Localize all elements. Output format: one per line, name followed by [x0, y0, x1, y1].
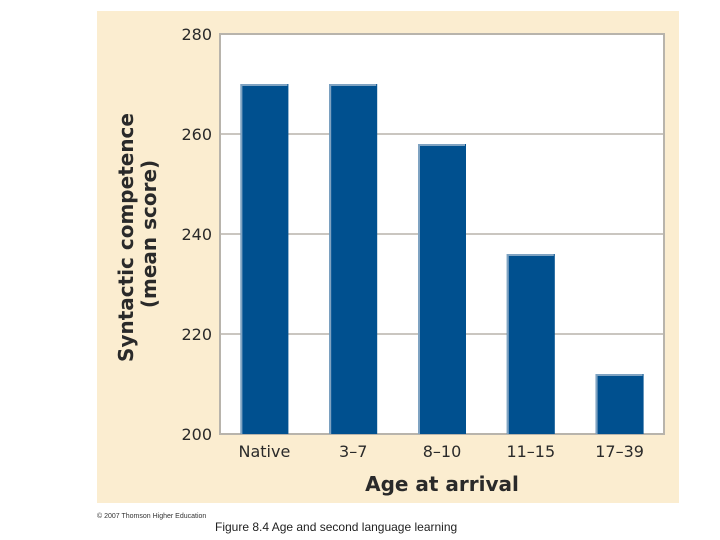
bar-rect: [418, 144, 466, 434]
bar-highlight: [506, 254, 554, 434]
bar-rect: [506, 254, 555, 434]
bars: [240, 84, 644, 434]
chart-panel: 200 220 240 260 280 Native 3–7 8–10 11–15 17–39 …: [97, 11, 679, 503]
y-tick-labels: 200 220 240 260 280: [181, 25, 212, 444]
bar-highlight: [418, 144, 465, 434]
y-tick-label: 240: [181, 225, 212, 244]
bar-rect: [240, 84, 289, 434]
x-tick-label: 17–39: [595, 442, 644, 461]
y-tick-label: 280: [181, 25, 212, 44]
y-axis-title-line-2: (mean score): [137, 160, 161, 308]
y-tick-label: 200: [181, 425, 212, 444]
copyright-notice: © 2007 Thomson Higher Education: [97, 513, 207, 520]
bar-highlight: [240, 84, 288, 434]
y-axis-title-line-1: Syntactic competence: [114, 113, 138, 362]
figure-caption: Figure 8.4 Age and second language learn…: [215, 520, 458, 534]
bar: [240, 84, 289, 434]
x-axis-title: Age at arrival: [365, 472, 519, 496]
y-tick-label: 220: [181, 325, 212, 344]
y-tick-label: 260: [181, 125, 212, 144]
bar: [329, 84, 378, 434]
x-tick-label: 11–15: [506, 442, 555, 461]
y-axis-title: Syntactic competence (mean score): [114, 106, 161, 362]
bar-highlight: [595, 374, 643, 434]
x-tick-label: 8–10: [423, 442, 462, 461]
bar-rect: [329, 84, 378, 434]
x-tick-labels: Native 3–7 8–10 11–15 17–39: [238, 442, 643, 461]
bar-highlight: [329, 84, 377, 434]
x-tick-label: 3–7: [339, 442, 367, 461]
bar: [506, 254, 555, 434]
bar-rect: [595, 374, 644, 434]
x-tick-label: Native: [238, 442, 290, 461]
bar: [595, 374, 644, 434]
bar: [418, 144, 466, 434]
